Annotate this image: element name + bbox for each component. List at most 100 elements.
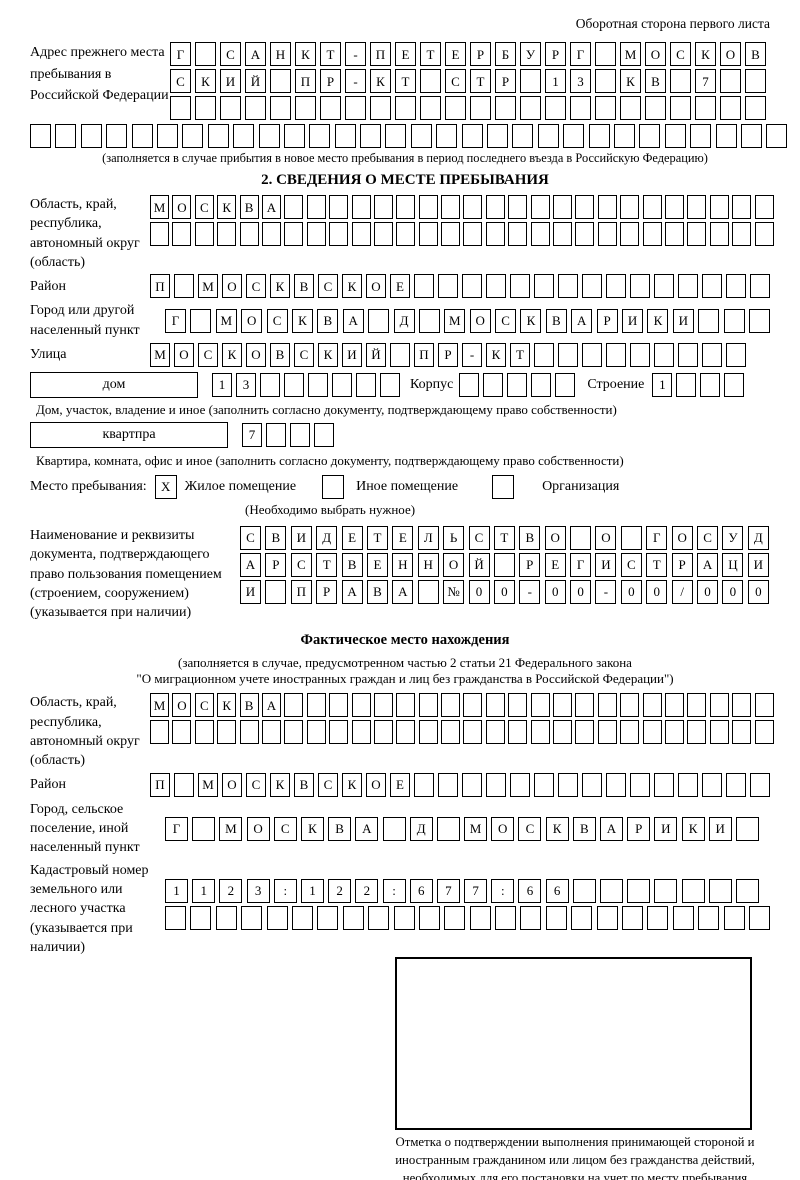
char-cell: [754, 222, 774, 246]
char-cell: 2: [355, 878, 379, 903]
char-cell: А: [261, 195, 281, 219]
char-cell: 6: [518, 878, 542, 903]
char-cell: О: [222, 772, 242, 797]
char-cell: [620, 720, 640, 745]
char-cell: [418, 720, 438, 745]
char-cell: К: [270, 772, 290, 797]
char-cell: [698, 308, 720, 333]
char-cell: [295, 96, 316, 120]
char-cell: В: [317, 308, 339, 333]
char-cell: И: [595, 552, 617, 577]
char-cell: [420, 96, 441, 120]
char-cell: [620, 96, 641, 120]
char-cell: [470, 96, 491, 120]
char-cell: Д: [393, 308, 415, 333]
char-cell: [630, 342, 650, 367]
char-cell: [553, 195, 573, 219]
char-cell: [530, 222, 550, 246]
char-cell: И: [220, 69, 241, 93]
char-cell: У: [520, 42, 541, 66]
char-cell: [664, 124, 686, 148]
char-cell: [654, 878, 678, 903]
char-cell: Р: [545, 42, 566, 66]
char-cell: [385, 124, 407, 148]
char-cell: Г: [646, 525, 668, 550]
char-cell: [672, 905, 694, 930]
char-cell: [687, 195, 707, 219]
char-cell: [530, 195, 550, 219]
char-cell: [720, 69, 741, 93]
char-cell: [575, 720, 595, 745]
char-cell: [687, 720, 707, 745]
char-cell: К: [647, 308, 669, 333]
char-cell: [194, 720, 214, 745]
prev-address-row-4: [30, 124, 788, 148]
char-cell: 0: [468, 579, 490, 604]
char-cell: 0: [722, 579, 744, 604]
char-cell: [486, 274, 506, 299]
char-cell: А: [341, 579, 363, 604]
char-cell: [80, 124, 102, 148]
char-cell: С: [194, 693, 214, 718]
char-cell: [534, 274, 554, 299]
char-cell: О: [366, 274, 386, 299]
char-cell: Т: [420, 42, 441, 66]
char-cell: 1: [165, 878, 188, 903]
char-cell: [563, 124, 585, 148]
char-cell: [106, 124, 128, 148]
char-cell: Н: [270, 42, 291, 66]
char-cell: [754, 195, 774, 219]
char-cell: [597, 195, 617, 219]
char-cell: [748, 308, 770, 333]
char-cell: [507, 372, 528, 397]
char-cell: К: [545, 816, 569, 841]
char-cell: -: [345, 69, 366, 93]
prev-address-block: Адрес прежнего места пребывания в Россий…: [30, 42, 780, 123]
char-cell: Е: [445, 42, 466, 66]
char-cell: [555, 372, 576, 397]
section2-title: 2. СВЕДЕНИЯ О МЕСТЕ ПРЕБЫВАНИЯ: [261, 172, 549, 188]
char-cell: [270, 69, 291, 93]
cadastre-block: Кадастровый номер земельного или лесного…: [30, 861, 780, 958]
char-cell: [493, 552, 515, 577]
prev-address-row-3: [170, 96, 766, 120]
char-cell: В: [366, 579, 388, 604]
confirmation-mark-caption: Отметка о подтверждении выполнения прини…: [395, 1135, 755, 1180]
char-cell: О: [246, 816, 270, 841]
char-cell: С: [670, 42, 691, 66]
char-cell: К: [195, 69, 216, 93]
stay-type-row: Место пребывания: X Жилое помещение Иное…: [30, 474, 780, 499]
char-cell: [418, 222, 438, 246]
char-cell: [418, 905, 440, 930]
char-cell: [373, 693, 393, 718]
char-cell: 3: [246, 878, 270, 903]
char-cell: [444, 905, 466, 930]
char-cell: Р: [596, 308, 618, 333]
char-cell: Е: [544, 552, 566, 577]
char-cell: И: [240, 579, 261, 604]
char-cell: [438, 772, 458, 797]
char-cell: [678, 342, 698, 367]
char-cell: 0: [747, 579, 769, 604]
stay-option-checkbox-other: [322, 474, 345, 499]
char-cell: И: [654, 816, 678, 841]
stroenie-label: Строение: [587, 376, 645, 392]
char-cell: [329, 720, 349, 745]
char-cell: Й: [366, 342, 386, 367]
stay-option-checkbox-residential: X: [154, 474, 177, 499]
char-cell: К: [318, 342, 338, 367]
char-cell: И: [708, 816, 732, 841]
char-cell: [664, 195, 684, 219]
char-cell: В: [294, 274, 314, 299]
char-cell: :: [491, 878, 515, 903]
char-cell: Т: [493, 525, 515, 550]
char-cell: [396, 222, 416, 246]
